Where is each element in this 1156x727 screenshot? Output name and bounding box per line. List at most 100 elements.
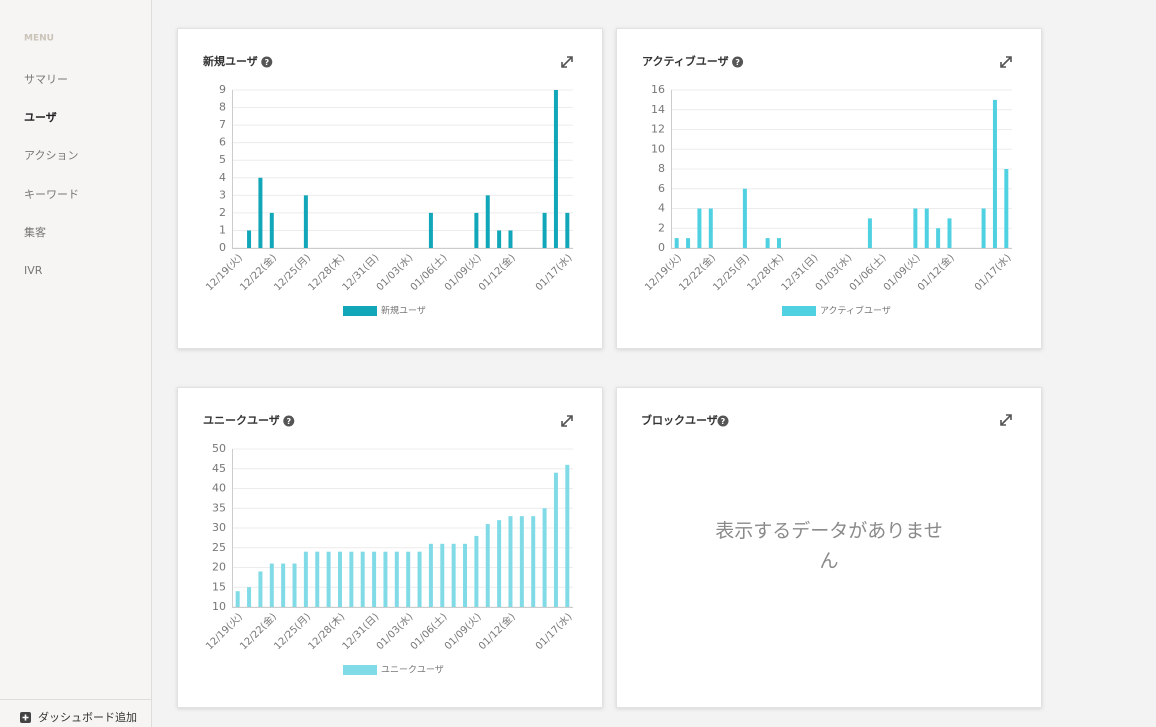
bar (485, 195, 490, 248)
y-tick-label: 0 (658, 241, 665, 254)
help-mark: ? (721, 417, 726, 426)
y-tick-label: 10 (212, 600, 226, 613)
bar (981, 208, 986, 248)
expand-icon[interactable] (1000, 414, 1012, 426)
bar (542, 508, 547, 607)
bar (417, 551, 422, 607)
bar (674, 238, 679, 248)
bar (765, 238, 770, 248)
help-icon[interactable] (717, 415, 729, 427)
bar (686, 238, 691, 248)
y-tick-label: 4 (658, 202, 665, 215)
expand-icon[interactable] (1000, 56, 1012, 68)
y-tick-label: 35 (212, 501, 226, 514)
y-tick-label: 2 (658, 221, 665, 234)
y-tick-label: 16 (651, 83, 665, 96)
bar (867, 218, 872, 248)
bar (742, 188, 747, 248)
bar (269, 563, 274, 607)
bar (947, 218, 952, 248)
expand-icon[interactable] (561, 415, 573, 427)
bar (258, 571, 263, 607)
bar (474, 535, 479, 607)
bar (497, 520, 502, 607)
y-tick-label: 2 (219, 206, 226, 219)
bar (913, 208, 918, 248)
y-tick-label: 8 (658, 162, 665, 175)
y-tick-label: 30 (212, 521, 226, 534)
bar (531, 516, 536, 607)
chart-title: アクティブユーザ (642, 54, 729, 68)
legend-label: ユニークユーザ (381, 665, 444, 676)
bar (485, 524, 490, 607)
bar (360, 551, 365, 607)
bar (269, 212, 274, 248)
card (177, 28, 603, 349)
legend-swatch (782, 306, 816, 316)
bar (303, 551, 308, 607)
bar (924, 208, 929, 248)
bar (281, 563, 286, 607)
bar (349, 551, 354, 607)
card (616, 387, 1042, 708)
menu-item[interactable]: ユーザ (24, 111, 57, 124)
chart-title: ユニークユーザ (203, 414, 280, 427)
empty-message: 表示するデータがありません (715, 520, 943, 572)
bar (519, 516, 524, 607)
legend-label: アクティブユーザ (820, 305, 891, 317)
y-tick-label: 4 (219, 171, 226, 184)
bar (553, 90, 558, 248)
bar (372, 551, 377, 607)
y-tick-label: 8 (219, 101, 226, 114)
bar (708, 208, 713, 248)
bar (508, 230, 513, 248)
legend-swatch (343, 306, 377, 316)
bar (451, 543, 456, 607)
bar (936, 228, 941, 248)
y-tick-label: 50 (212, 442, 226, 455)
expand-icon[interactable] (561, 56, 573, 68)
bar (394, 551, 399, 607)
menu-item[interactable]: IVR (24, 264, 43, 277)
y-tick-label: 12 (651, 123, 665, 136)
menu-heading: MENU (24, 34, 54, 44)
y-tick-label: 15 (212, 580, 226, 593)
bar (247, 230, 252, 248)
chart-title: 新規ユーザ (203, 54, 258, 68)
bar (235, 591, 240, 607)
add-dashboard[interactable]: ダッシュボード追加 (38, 710, 137, 724)
y-tick-label: 1 (219, 223, 226, 236)
y-tick-label: 7 (219, 118, 226, 131)
help-icon[interactable] (283, 415, 295, 427)
y-tick-label: 6 (219, 136, 226, 149)
help-icon[interactable] (732, 56, 744, 68)
bar (565, 212, 570, 248)
help-mark: ? (735, 58, 740, 67)
bar (1004, 169, 1009, 248)
y-tick-label: 10 (651, 142, 665, 155)
y-tick-label: 40 (212, 482, 226, 495)
bar (440, 543, 445, 607)
menu-item[interactable]: アクション (24, 149, 78, 162)
bar (258, 177, 263, 248)
help-icon[interactable] (261, 56, 273, 68)
help-mark: ? (286, 417, 291, 426)
menu-item[interactable]: キーワード (24, 188, 79, 201)
bar (247, 587, 252, 607)
bar (474, 212, 479, 248)
menu-item[interactable]: サマリー (24, 73, 68, 86)
y-tick-label: 6 (658, 182, 665, 195)
add-icon-plus (22, 714, 29, 721)
menu-item[interactable]: 集客 (24, 225, 46, 239)
bar (992, 99, 997, 248)
y-tick-label: 45 (212, 462, 226, 475)
y-tick-label: 5 (219, 153, 226, 166)
bar (383, 551, 388, 607)
bar (337, 551, 342, 607)
y-tick-label: 14 (651, 103, 665, 116)
bar (463, 543, 468, 607)
bar (326, 551, 331, 607)
bar (508, 516, 513, 607)
help-mark: ? (264, 58, 269, 67)
